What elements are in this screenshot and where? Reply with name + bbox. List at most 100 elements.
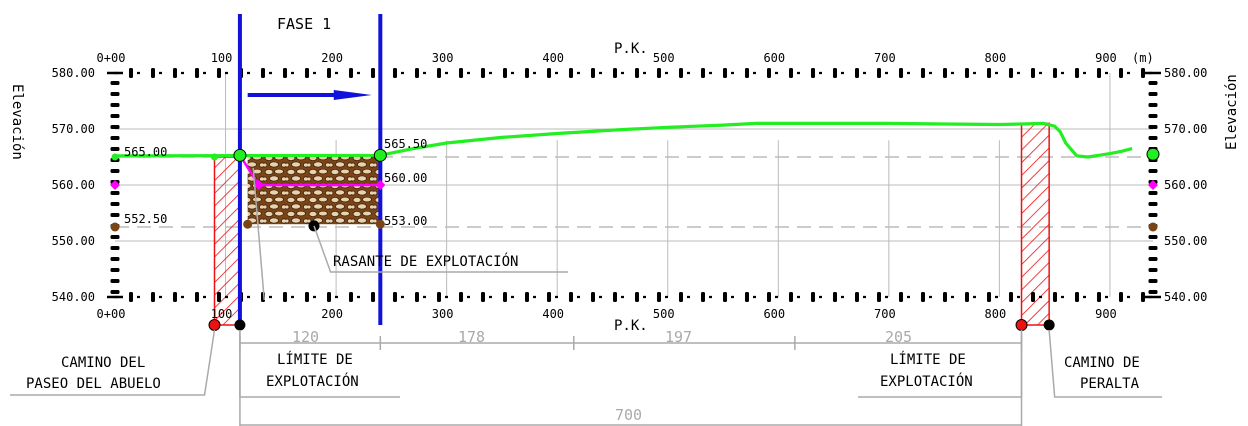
frame-dot-right <box>1148 202 1158 206</box>
frame-dot <box>569 68 573 78</box>
terrain-node <box>1146 147 1160 161</box>
frame-dot-right <box>1148 279 1158 283</box>
frame-dot <box>811 68 815 78</box>
frame-dot <box>217 292 221 302</box>
tick-label-bottom: 500 <box>653 307 675 321</box>
frame-dot-right <box>1148 213 1158 217</box>
level-node <box>375 180 386 190</box>
excavation-label-bottom: 553.00 <box>384 214 427 228</box>
tick-label-top: 300 <box>432 51 454 65</box>
frame-dot <box>921 68 925 78</box>
frame-dot <box>613 68 617 78</box>
frame-dot <box>261 68 265 78</box>
frame-dot <box>437 68 441 78</box>
tick-label-bottom: 100 <box>211 307 233 321</box>
frame-dot <box>723 68 727 78</box>
level-node <box>110 180 120 190</box>
frame-dot <box>503 292 507 302</box>
frame-dot <box>525 292 529 302</box>
frame-dot <box>635 292 639 302</box>
frame-dot <box>1053 68 1057 78</box>
frame-dot-right <box>1148 191 1158 195</box>
frame-dot <box>217 68 221 78</box>
frame-dot-right <box>1148 125 1158 129</box>
frame-dot <box>173 292 177 302</box>
hatched-zone-left <box>213 156 241 326</box>
frame-dot-right <box>1148 103 1158 107</box>
tick-label-bottom: 200 <box>321 307 343 321</box>
terrain-line <box>114 121 1133 159</box>
leader-limite-left <box>239 330 400 398</box>
frame-dot <box>899 292 903 302</box>
frame-dot <box>173 68 177 78</box>
tick-label-right: 550.00 <box>1164 234 1207 248</box>
tick-label-right: 560.00 <box>1164 178 1207 192</box>
excavation-aggregate-zone <box>247 155 381 225</box>
leader-lines <box>10 167 1162 398</box>
frame-dot-right <box>1148 246 1158 250</box>
tick-label-right: 580.00 <box>1164 66 1207 80</box>
frame-dot-right <box>1148 290 1158 294</box>
frame-dot <box>591 68 595 78</box>
road-point <box>208 319 221 331</box>
tick-label-left: 560.00 <box>52 178 95 192</box>
camino-paseo-line2: PASEO DEL ABUELO <box>26 376 161 392</box>
pk-title-bottom: P.K. <box>614 318 648 334</box>
level-node <box>253 180 264 190</box>
dim-178: 178 <box>458 328 485 346</box>
frame-dot <box>965 292 969 302</box>
phase-direction-arrow <box>247 90 372 100</box>
excavation-label-mid: 560.00 <box>384 171 427 185</box>
frame-dot <box>855 68 859 78</box>
frame-dot <box>525 68 529 78</box>
frame-dot <box>327 292 331 302</box>
tick-label-top: 800 <box>985 51 1007 65</box>
frame-dot <box>767 68 771 78</box>
leader-rasante <box>313 225 568 273</box>
limite-right-line2: EXPLOTACIÓN <box>880 372 973 390</box>
frame-dot-left <box>110 213 120 217</box>
tick-label-left: 580.00 <box>52 66 95 80</box>
frame-dot <box>723 292 727 302</box>
level-label-552: 552.50 <box>124 212 167 226</box>
limite-right-line1: LÍMITE DE <box>890 351 966 368</box>
frame-dot <box>415 292 419 302</box>
frame-dot <box>283 68 287 78</box>
frame-dot <box>591 292 595 302</box>
level-node <box>1148 180 1158 190</box>
tick-label-top: 0+00 <box>97 51 126 65</box>
tick-label-top: 600 <box>763 51 785 65</box>
frame-dot <box>459 68 463 78</box>
rasante-node <box>243 219 253 229</box>
frame-dot <box>1119 68 1123 78</box>
tick-label-bottom: 0+00 <box>97 307 126 321</box>
frame-dot-left <box>110 191 120 195</box>
frame-dot <box>1141 68 1145 78</box>
frame-dot <box>899 68 903 78</box>
limite-left-line2: EXPLOTACIÓN <box>266 372 359 390</box>
frame-dot <box>195 292 199 302</box>
frame-dot <box>657 68 661 78</box>
tick-label-bottom: 800 <box>985 307 1007 321</box>
tick-label-left: 550.00 <box>52 234 95 248</box>
frame-dot-right <box>1148 92 1158 96</box>
frame-dot-right <box>1148 257 1158 261</box>
frame-dot <box>943 292 947 302</box>
frame-dot <box>129 68 133 78</box>
frame-dot <box>393 292 397 302</box>
frame-dot <box>1009 68 1013 78</box>
phase-label: FASE 1 <box>277 15 331 33</box>
frame-dot <box>811 292 815 302</box>
tick-label-top: 700 <box>874 51 896 65</box>
frame-dot <box>877 292 881 302</box>
terrain-node <box>373 148 387 162</box>
frame-dot <box>987 292 991 302</box>
frame-dot <box>437 292 441 302</box>
frame-dot <box>415 68 419 78</box>
frame-dot <box>283 292 287 302</box>
rasante-node <box>110 222 120 232</box>
frame-dot <box>151 292 155 302</box>
frame-dot <box>679 68 683 78</box>
frame-dot <box>1075 68 1079 78</box>
